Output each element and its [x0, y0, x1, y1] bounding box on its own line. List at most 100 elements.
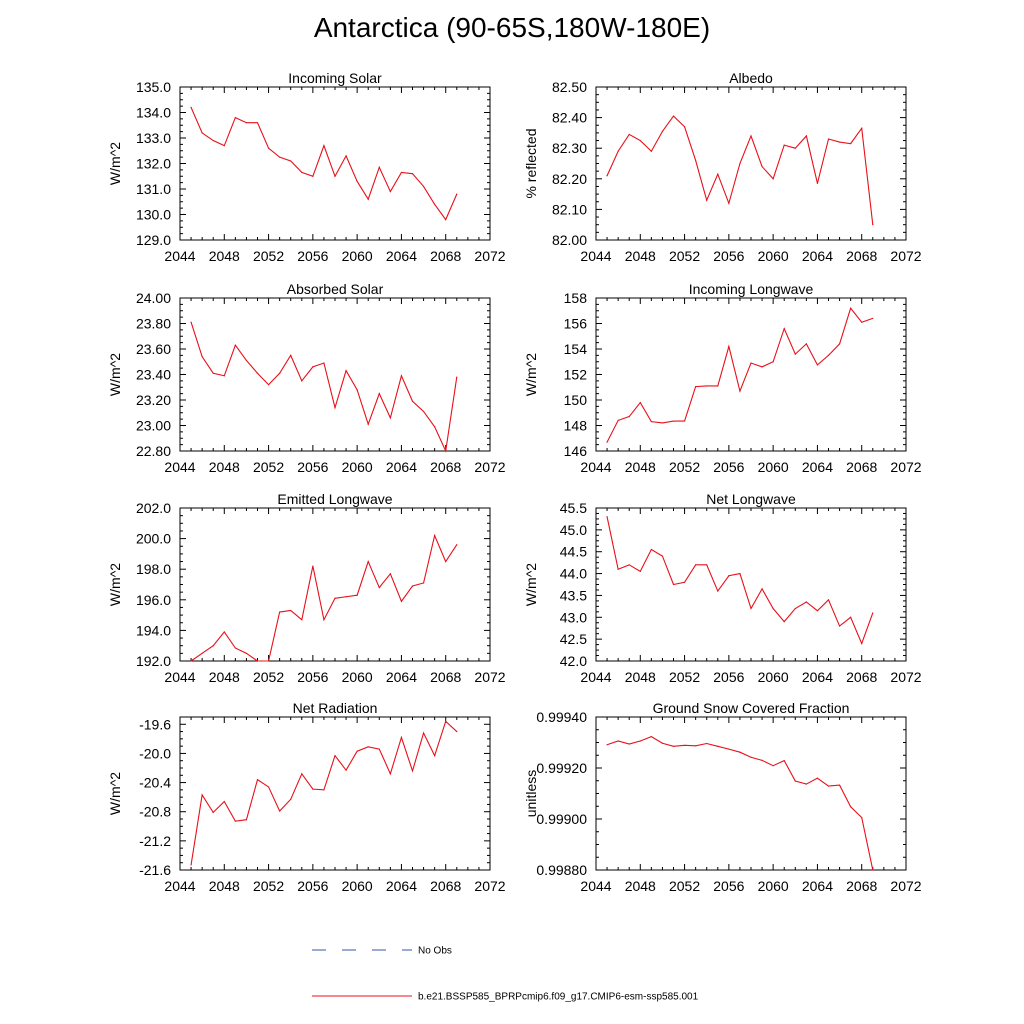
x-tick-label: 2052: [669, 248, 700, 264]
data-point: [411, 173, 414, 175]
y-axis-label: % reflected: [523, 128, 539, 198]
data-point: [456, 730, 458, 733]
data-point: [761, 759, 763, 761]
y-axis-label: W/m^2: [523, 353, 539, 396]
data-point: [772, 607, 774, 610]
x-tick-label: 2044: [164, 669, 195, 685]
x-tick-label: 2048: [625, 248, 656, 264]
data-point: [389, 417, 391, 419]
data-point: [434, 203, 436, 205]
x-tick-label: 2068: [430, 878, 461, 894]
data-point: [794, 607, 796, 610]
y-tick-label: 43.5: [560, 587, 587, 603]
data-point: [728, 345, 730, 348]
data-point: [445, 560, 447, 563]
data-point: [323, 789, 325, 791]
x-tick-label: 2064: [386, 669, 417, 685]
panel-incoming-longwave: 2044 2048 2052 2056 2060 2064 2068 2072 146 148 15…: [523, 281, 922, 475]
data-point: [345, 769, 347, 771]
data-point: [279, 372, 281, 374]
x-tick-label: 2056: [297, 669, 328, 685]
data-point: [717, 385, 719, 387]
y-tick-label: 152: [564, 367, 588, 383]
data-point: [301, 171, 303, 174]
y-tick-label: 44.5: [560, 544, 587, 560]
x-tick-label: 2048: [625, 459, 656, 475]
data-point: [805, 135, 807, 137]
data-point: [301, 380, 303, 382]
series-line: [190, 322, 458, 453]
x-tick-label: 2064: [802, 459, 833, 475]
y-tick-label: 0.99900: [536, 811, 587, 827]
data-point: [850, 143, 852, 145]
x-tick-label: 2068: [430, 459, 461, 475]
data-point: [750, 362, 752, 364]
y-tick-label: -20.0: [139, 745, 171, 761]
legend-label-no-obs: No Obs: [418, 946, 452, 957]
x-tick-label: 2068: [846, 669, 877, 685]
y-tick-label: 82.20: [552, 171, 587, 187]
data-point: [772, 361, 774, 363]
data-point: [794, 147, 796, 149]
y-tick-label: 150: [564, 392, 588, 408]
panel-emitted-longwave: 2044 2048 2052 2056 2060 2064 2068 2072 192.0 194…: [107, 491, 506, 685]
x-tick-label: 2064: [802, 248, 833, 264]
data-point: [794, 353, 796, 355]
panel-title: Net Radiation: [293, 700, 378, 716]
data-point: [267, 384, 270, 386]
data-point: [267, 660, 270, 662]
x-tick-label: 2056: [297, 878, 328, 894]
y-tick-label: -21.2: [139, 833, 171, 849]
data-point: [639, 570, 641, 572]
data-point: [816, 364, 819, 366]
y-tick-label: 198.0: [136, 561, 171, 577]
x-tick-label: 2052: [253, 669, 284, 685]
data-point: [672, 583, 675, 586]
x-tick-label: 2048: [209, 669, 240, 685]
data-point: [650, 421, 652, 423]
y-tick-label: 23.40: [136, 367, 171, 383]
data-point: [212, 372, 214, 374]
data-point: [639, 401, 641, 404]
data-point: [827, 785, 830, 787]
data-point: [389, 773, 391, 775]
series-line: [190, 107, 458, 221]
data-point: [661, 555, 664, 557]
y-tick-label: 82.50: [552, 79, 587, 95]
x-tick-label: 2068: [846, 459, 877, 475]
data-point: [606, 516, 608, 518]
y-tick-label: -19.6: [139, 716, 171, 732]
data-point: [456, 376, 458, 378]
data-point: [411, 770, 414, 772]
data-point: [617, 568, 619, 570]
data-point: [201, 794, 203, 796]
data-point: [234, 647, 236, 649]
x-tick-label: 2068: [846, 878, 877, 894]
plot-frame: [595, 86, 907, 241]
data-point: [389, 573, 391, 575]
y-tick-label: 0.99920: [536, 760, 587, 776]
y-axis-label: W/m^2: [523, 563, 539, 606]
data-point: [695, 564, 697, 566]
data-point: [628, 415, 630, 418]
data-point: [794, 780, 796, 782]
data-point: [378, 748, 380, 750]
data-point: [838, 625, 841, 627]
data-point: [434, 755, 436, 757]
data-point: [827, 599, 830, 601]
data-point: [367, 746, 369, 748]
data-point: [628, 743, 630, 745]
data-point: [872, 224, 874, 226]
data-point: [279, 810, 281, 812]
data-point: [312, 175, 314, 177]
x-tick-label: 2072: [474, 459, 505, 475]
data-point: [223, 800, 225, 803]
data-point: [190, 106, 192, 108]
x-tick-label: 2048: [625, 669, 656, 685]
data-point: [816, 182, 819, 184]
data-point: [290, 160, 292, 162]
panel-incoming-solar: 2044 2048 2052 2056 2060 2064 2068 2072 129.0 130…: [107, 70, 506, 264]
y-tick-label: 158: [564, 290, 588, 306]
x-tick-label: 2044: [164, 248, 195, 264]
data-point: [323, 145, 325, 147]
